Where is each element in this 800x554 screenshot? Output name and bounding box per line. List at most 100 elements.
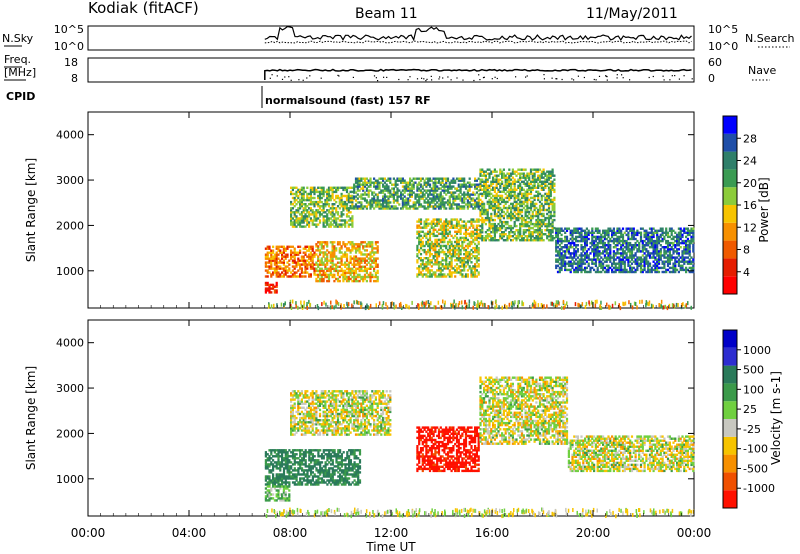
data-cell: [643, 260, 646, 263]
data-cell: [466, 275, 469, 278]
data-cell: [466, 250, 469, 254]
data-cell: [369, 259, 372, 262]
data-cell: [537, 168, 540, 171]
data-cell: [326, 200, 329, 204]
data-cell: [383, 189, 386, 192]
data-cell: [510, 212, 513, 216]
data-cell: [679, 241, 682, 245]
data-cell: [584, 262, 587, 265]
data-cell: [470, 271, 473, 274]
data-cell: [510, 235, 513, 238]
data-cell: [668, 254, 671, 257]
data-cell: [578, 264, 581, 267]
data-cell: [690, 260, 693, 263]
data-cell: [354, 271, 358, 275]
data-cell: [436, 257, 439, 260]
data-cell: [275, 261, 278, 264]
data-cell: [499, 237, 502, 240]
data-cell: [455, 242, 459, 246]
data-cell: [409, 191, 412, 194]
data-cell: [474, 203, 477, 206]
data-cell: [639, 258, 643, 261]
data-cell: [569, 241, 572, 245]
data-cell: [382, 185, 385, 188]
data-cell: [320, 205, 323, 208]
data-cell: [603, 231, 606, 234]
data-cell: [627, 248, 630, 251]
data-cell: [576, 244, 579, 247]
data-cell: [492, 178, 495, 181]
data-cell: [443, 275, 446, 278]
data-cell: [513, 180, 516, 183]
data-cell: [385, 201, 388, 204]
data-cell: [400, 193, 403, 196]
data-cell: [506, 186, 509, 189]
data-cell: [603, 241, 606, 245]
data-cell: [538, 178, 542, 181]
data-cell: [293, 215, 296, 218]
data-cell: [293, 249, 296, 252]
data-cell: [380, 181, 383, 184]
data-cell: [612, 256, 615, 259]
data-cell: [528, 192, 531, 196]
data-cell: [656, 231, 659, 234]
data-cell: [547, 204, 551, 208]
data-cell: [466, 232, 469, 235]
data-cell: [549, 216, 552, 220]
data-cell: [517, 233, 520, 236]
data-cell: [645, 233, 648, 237]
data-cell: [455, 232, 459, 235]
data-cell: [358, 265, 361, 268]
data-cell: [529, 233, 533, 236]
ground-scatter-cell: [488, 305, 490, 310]
data-cell: [454, 191, 457, 194]
data-cell: [369, 243, 372, 246]
data-cell: [281, 275, 284, 278]
data-cell: [528, 178, 531, 181]
data-cell: [623, 231, 626, 234]
data-cell: [385, 195, 388, 198]
data-cell: [391, 187, 394, 190]
nsky-trace: [264, 25, 692, 42]
ground-scatter-cell: [308, 299, 310, 304]
data-cell: [304, 225, 307, 228]
data-cell: [508, 237, 511, 240]
data-cell: [486, 233, 489, 236]
ground-scatter-cell: [408, 305, 410, 310]
data-cell: [418, 248, 421, 252]
data-cell: [576, 262, 579, 265]
data-cell: [609, 229, 612, 232]
data-cell: [589, 231, 592, 234]
data-cell: [499, 235, 502, 238]
data-cell: [454, 271, 457, 274]
data-cell: [520, 196, 524, 200]
data-cell: [455, 218, 459, 221]
data-cell: [445, 183, 448, 186]
data-cell: [457, 224, 460, 227]
data-cell: [459, 238, 462, 242]
data-cell: [659, 233, 662, 237]
data-cell: [639, 239, 643, 243]
data-cell: [416, 226, 419, 229]
data-cell: [336, 205, 340, 208]
data-cell: [459, 248, 462, 252]
data-cell: [549, 174, 552, 177]
data-cell: [441, 240, 444, 244]
data-cell: [634, 268, 637, 272]
data-cell: [430, 261, 433, 264]
data-cell: [441, 181, 444, 184]
data-cell: [421, 191, 424, 194]
data-cell: [434, 259, 437, 262]
data-cell: [650, 233, 653, 237]
data-cell: [432, 199, 435, 202]
data-cell: [336, 186, 340, 189]
data-cell: [575, 258, 578, 261]
ground-scatter-cell: [611, 303, 614, 308]
data-cell: [455, 267, 459, 270]
data-cell: [484, 174, 487, 177]
data-cell: [483, 182, 486, 185]
data-cell: [304, 213, 307, 216]
data-cell: [450, 220, 453, 223]
data-cell: [396, 179, 399, 182]
data-cell: [445, 265, 448, 268]
